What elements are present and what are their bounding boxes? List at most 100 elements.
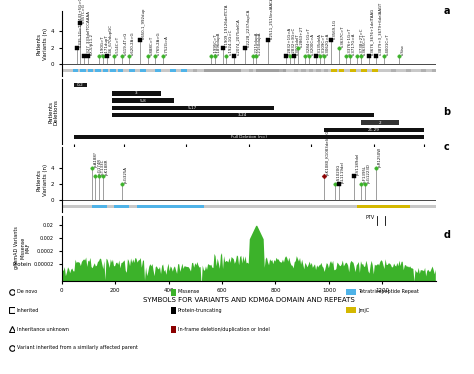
Text: c.888C>T: c.888C>T <box>150 36 154 55</box>
Text: c.1909_19126delTCTA: c.1909_19126delTCTA <box>225 3 228 47</box>
Text: In-frame deletion/duplication or Indel: In-frame deletion/duplication or Indel <box>178 327 270 332</box>
Bar <box>74 83 87 88</box>
Y-axis label: Patients
Deletions: Patients Deletions <box>48 99 59 125</box>
Y-axis label: Patients
Variants (n): Patients Variants (n) <box>37 28 48 60</box>
Text: 2: 2 <box>379 120 381 125</box>
Text: 3-24: 3-24 <box>238 113 247 117</box>
Bar <box>373 69 378 72</box>
Text: Inheritance unknown: Inheritance unknown <box>17 327 68 332</box>
Bar <box>406 69 410 72</box>
Bar <box>62 69 436 72</box>
Bar <box>324 69 328 72</box>
Bar <box>361 69 367 72</box>
Text: c.3135delA: c.3135delA <box>318 33 322 55</box>
Bar <box>256 69 286 72</box>
Bar <box>74 135 424 140</box>
Bar <box>301 69 306 72</box>
Bar <box>391 69 396 72</box>
Bar <box>204 69 241 72</box>
Text: c.3637C>T: c.3637C>T <box>341 25 345 47</box>
Bar <box>137 205 204 208</box>
Text: Missense: Missense <box>178 289 200 294</box>
Text: c.3200C>A: c.3200C>A <box>310 33 315 55</box>
Text: c.3284+1G>T: c.3284+1G>T <box>307 27 311 55</box>
Text: Inherited: Inherited <box>17 308 39 313</box>
Text: t(X;5)p11.2: t(X;5)p11.2 <box>90 33 94 55</box>
Text: c.3738+2T>C: c.3738+2T>C <box>359 28 363 55</box>
Text: c.2832+1G>A: c.2832+1G>A <box>288 27 292 55</box>
Text: c.2074_2075delCA: c.2074_2075delCA <box>236 18 240 55</box>
X-axis label: SYMBOLS FOR VARIANTS AND KDM6A DOMAIN AND REPEATS: SYMBOLS FOR VARIANTS AND KDM6A DOMAIN AN… <box>143 297 355 303</box>
Bar <box>357 205 410 208</box>
Text: p.L1119del: p.L1119del <box>341 161 345 183</box>
Text: c.3676_3676+1delTAAG: c.3676_3676+1delTAAG <box>371 8 374 55</box>
Text: c.190G>T: c.190G>T <box>101 36 105 55</box>
Text: c.752G>A: c.752G>A <box>164 35 169 55</box>
Text: c.2215dupA: c.2215dupA <box>255 32 258 55</box>
Bar <box>350 69 356 72</box>
Bar <box>331 69 337 72</box>
Text: p.R1250W: p.R1250W <box>378 147 382 167</box>
Bar <box>111 98 174 103</box>
Bar <box>339 69 344 72</box>
Bar <box>361 120 399 125</box>
Text: c.2832+3G>C: c.2832+3G>C <box>292 27 296 55</box>
Text: c.769-2A>G: c.769-2A>G <box>157 31 161 55</box>
Bar <box>111 113 374 117</box>
Text: c.46_670dupGC: c.46_670dupGC <box>109 24 112 55</box>
Bar <box>249 69 253 72</box>
Bar <box>80 69 86 72</box>
Text: PTV: PTV <box>366 215 375 220</box>
Bar <box>73 69 79 72</box>
Text: Variant inherited from a similarly affected parent: Variant inherited from a similarly affec… <box>17 345 137 350</box>
Bar <box>170 69 176 72</box>
Text: Tetratricopeptide Repeat: Tetratricopeptide Repeat <box>358 289 419 294</box>
Bar <box>118 69 123 72</box>
Text: c.3376+1G>T: c.3376+1G>T <box>348 27 352 55</box>
Bar <box>421 69 426 72</box>
Bar <box>432 69 437 72</box>
Text: c.327_333delTCCAAAA: c.327_333delTCCAAAA <box>86 10 90 55</box>
Text: d: d <box>444 230 451 240</box>
Text: c.2511_2515insIAACA: c.2511_2515insIAACA <box>269 0 273 39</box>
Text: c.3062G>A: c.3062G>A <box>326 33 329 55</box>
Text: 0-2: 0-2 <box>77 83 84 87</box>
Text: c.2228_2237dupCA: c.2228_2237dupCA <box>247 9 251 47</box>
Text: c.3879+3_3679+6delAAGT: c.3879+3_3679+6delAAGT <box>378 2 382 55</box>
Text: c.2863+2T: c.2863+2T <box>300 25 303 47</box>
Text: p.F1395L: p.F1395L <box>363 165 367 183</box>
Text: c.1896dupB: c.1896dupB <box>217 32 221 55</box>
Bar <box>111 91 162 96</box>
Text: Full Deletion (n=): Full Deletion (n=) <box>231 135 267 139</box>
Bar <box>155 69 161 72</box>
Text: c.620-2A>G: c.620-2A>G <box>131 31 135 55</box>
Text: p.G174R: p.G174R <box>97 158 101 175</box>
Bar <box>114 205 129 208</box>
Text: JmjC: JmjC <box>358 308 369 313</box>
Bar <box>316 69 321 72</box>
Text: c.1995C>T: c.1995C>T <box>213 33 217 55</box>
Bar <box>192 69 197 72</box>
Text: c.3569-1G: c.3569-1G <box>333 19 337 39</box>
Text: 3: 3 <box>135 91 138 95</box>
Bar <box>111 106 274 110</box>
Bar <box>62 205 436 208</box>
Text: c.4001C>T: c.4001C>T <box>385 33 390 55</box>
Text: p.V1189del: p.V1189del <box>356 153 360 175</box>
Bar <box>91 205 107 208</box>
Text: p.K1080_K1083delinsGG: p.K1080_K1083delinsGG <box>326 126 329 175</box>
Text: a: a <box>444 6 450 16</box>
Text: p.T133C: p.T133C <box>101 159 105 175</box>
Text: c.3001delT: c.3001delT <box>296 33 300 55</box>
Text: c.335-1G>T;c.443+5G>C: c.335-1G>T;c.443+5G>C <box>79 0 82 47</box>
Text: c.3109C>T: c.3109C>T <box>322 33 326 55</box>
Bar <box>88 69 93 72</box>
Y-axis label: Patients
Variants (n): Patients Variants (n) <box>37 164 48 196</box>
Bar <box>140 69 146 72</box>
Text: c.3635C>T: c.3635C>T <box>363 34 367 55</box>
Bar <box>279 69 283 72</box>
Bar <box>129 69 135 72</box>
Bar <box>309 69 313 72</box>
Text: p.G1223D: p.G1223D <box>367 163 371 183</box>
Text: 21-29: 21-29 <box>368 128 380 132</box>
